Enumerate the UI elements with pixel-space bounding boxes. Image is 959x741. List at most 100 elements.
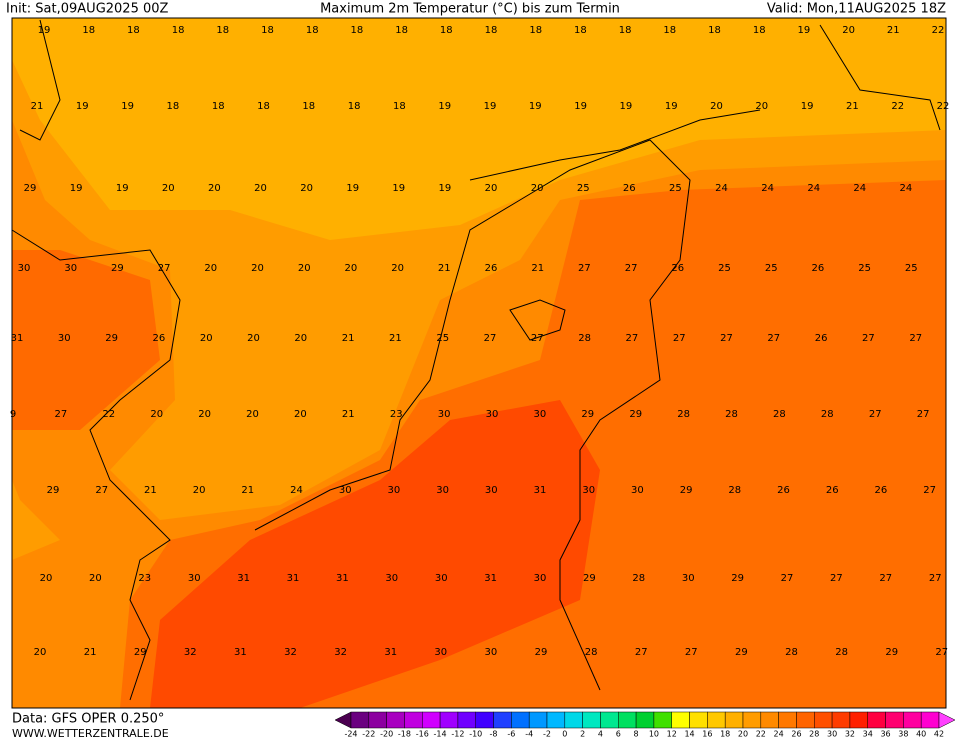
temperature-value: 26 [485,263,498,274]
temperature-value: 18 [663,25,676,36]
temperature-value: 18 [257,101,270,112]
colorbar-tick-label: -12 [451,730,464,739]
temperature-value: 30 [434,647,447,658]
temperature-value: 19 [484,101,497,112]
temperature-value: 32 [284,647,297,658]
temperature-value: 28 [725,409,738,420]
temperature-value: 20 [300,183,313,194]
init-time: Init: Sat,09AUG2025 00Z [6,2,169,17]
temperature-value: 29 [111,263,124,274]
colorbar-swatch [404,711,423,729]
colorbar-tick-label: 36 [880,730,890,739]
temperature-value: 24 [290,485,303,496]
colorbar-swatch [528,711,548,729]
temperature-value: 29 [24,183,37,194]
colorbar-tick-label: 8 [634,730,639,739]
temperature-value: 27 [531,333,544,344]
header-bg [0,0,959,18]
temperature-value: 18 [753,25,766,36]
temperature-value: 30 [534,573,547,584]
temperature-value: 29 [680,485,693,496]
colorbar-tick-label: -8 [490,730,498,739]
colorbar-tick-label: 18 [720,730,730,739]
temperature-value: 20 [162,183,175,194]
colorbar-tick-label: -10 [469,730,482,739]
temperature-value: 20 [755,101,768,112]
temperature-value: 27 [626,333,639,344]
temperature-value: 18 [574,25,587,36]
colorbar-swatch [457,711,476,729]
temperature-value: 30 [534,409,547,420]
temperature-value: 18 [351,25,364,36]
temperature-value: 31 [237,573,250,584]
map-frame [11,17,947,709]
colorbar-tick-label: 2 [580,730,585,739]
temperature-value: 31 [534,485,547,496]
temperature-value: 18 [440,25,453,36]
temperature-value: 30 [435,573,448,584]
colorbar-swatch [618,711,637,729]
temperature-value: 18 [306,25,319,36]
colorbar-tick-label: -2 [543,730,551,739]
map [11,18,946,708]
colorbar-swatch [831,711,851,729]
temperature-value: 22 [102,409,115,420]
colorbar-swatch [546,711,566,729]
temperature-value: 20 [34,647,47,658]
temperature-value: 30 [485,647,498,658]
temperature-value: 21 [241,485,254,496]
temperature-value: 20 [294,333,307,344]
temperature-value: 27 [869,409,882,420]
temperature-value: 26 [815,333,828,344]
colorbar-swatch [439,711,459,729]
colorbar-tick-label: 32 [845,730,855,739]
temperature-value: 19 [76,101,89,112]
colorbar-swatch [796,711,815,729]
temperature-value: 19 [439,183,452,194]
temperature-value: 26 [826,485,839,496]
colorbar-swatch [653,711,672,729]
colorbar-tick-label: 22 [756,730,766,739]
colorbar-tick-label: -6 [507,730,515,739]
temperature-value: 24 [807,183,820,194]
temperature-value: 20 [294,409,307,420]
temperature-value: 31 [336,573,349,584]
zone-hottest [150,400,600,708]
temperature-value: 21 [846,101,859,112]
temperature-value: 29 [47,485,60,496]
temperature-value: 27 [685,647,698,658]
temperature-value: 27 [879,573,892,584]
temperature-value: 30 [436,485,449,496]
temperature-value: 30 [64,263,77,274]
colorbar-swatch [564,711,583,729]
temperature-value: 21 [531,263,544,274]
colorbar-swatch [778,711,797,729]
temperature-value: 30 [438,409,451,420]
colorbar-swatch [920,711,940,729]
temperature-value: 27 [635,647,648,658]
temperature-value: 21 [342,409,355,420]
temperature-value: 29 [735,647,748,658]
colorbar-tick-label: -24 [344,730,357,739]
temperature-value: 22 [932,25,945,36]
temperature-value: 31 [384,647,397,658]
temperature-value: 21 [342,333,355,344]
temperature-value: 27 [158,263,171,274]
temperature-value: 19 [665,101,678,112]
temperature-value: 9 [10,409,16,420]
temperature-value: 18 [302,101,315,112]
temperature-value: 28 [835,647,848,658]
temperature-value: 27 [923,485,936,496]
temperature-value: 18 [172,25,185,36]
temperature-value: 19 [529,101,542,112]
temperature-value: 18 [212,101,225,112]
temperature-value: 20 [193,485,206,496]
temperature-value: 27 [55,409,68,420]
temperature-value: 21 [887,25,900,36]
temperature-value: 19 [116,183,129,194]
temperature-value: 30 [58,333,71,344]
temperature-value: 20 [40,573,53,584]
temperature-value: 29 [629,409,642,420]
temperature-value: 18 [216,25,229,36]
